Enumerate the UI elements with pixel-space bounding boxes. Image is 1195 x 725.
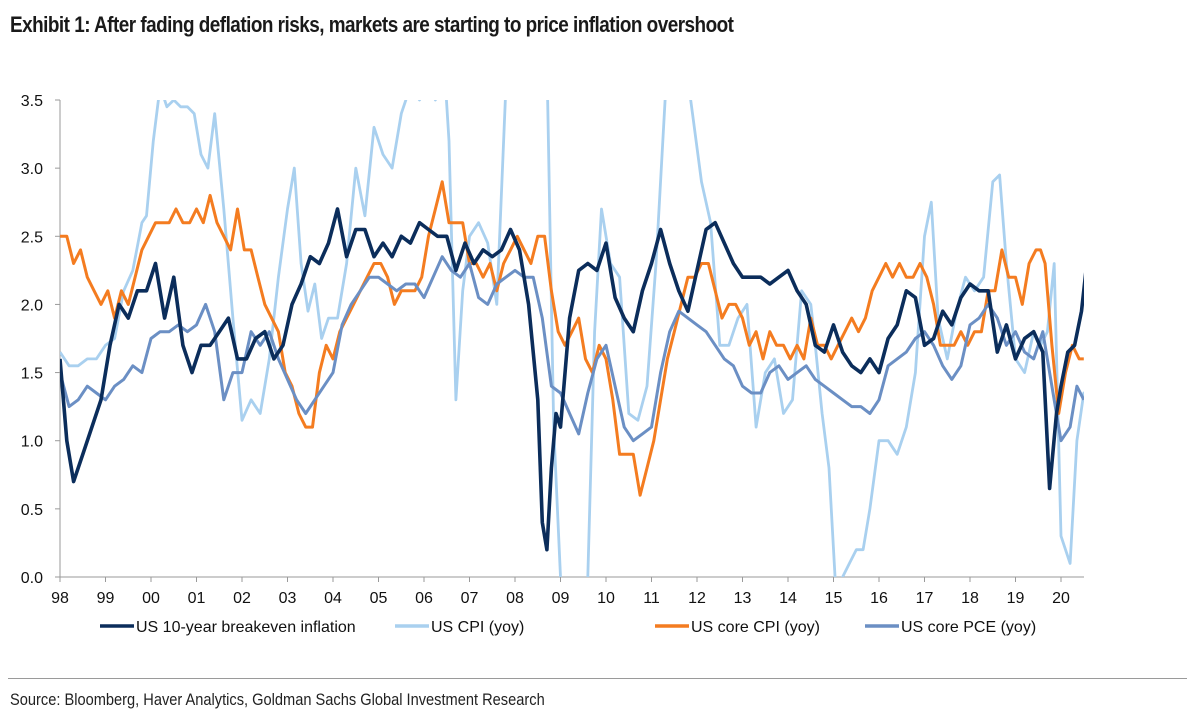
x-tick-label: 08 <box>506 590 524 607</box>
legend-label: US core PCE (yoy) <box>901 619 1036 636</box>
line-chart: 0.0 0.5 1.0 1.5 2.0 2.5 3.0 3.5 98 99 00 01 02 03 04 0… <box>21 93 1084 636</box>
y-tick-label: 0.0 <box>21 570 43 587</box>
x-axis: 98 99 00 01 02 03 04 05 06 07 08 09 10 11 12 13 14 15 16 17… <box>51 576 1084 607</box>
x-tick-label: 09 <box>552 590 570 607</box>
series-line-us-core-pce-yoy <box>60 255 1084 443</box>
x-tick-label: 07 <box>461 590 479 607</box>
x-tick-label: 17 <box>916 590 934 607</box>
series-line-us-10-year-breakeven-inflation <box>60 207 1084 552</box>
x-tick-label: 01 <box>188 590 206 607</box>
legend: US 10-year breakeven inflation US CPI (yo… <box>100 619 1036 636</box>
y-tick-label: 3.5 <box>21 93 43 110</box>
y-tick-label: 1.0 <box>21 434 43 451</box>
x-tick-label: 19 <box>1007 590 1025 607</box>
x-tick-label: 12 <box>688 590 706 607</box>
x-tick-label: 16 <box>870 590 888 607</box>
series-line-us-core-cpi-yoy <box>60 180 1084 497</box>
y-tick-label: 1.5 <box>21 366 43 383</box>
legend-label: US core CPI (yoy) <box>691 619 820 636</box>
x-tick-label: 04 <box>324 590 342 607</box>
x-tick-label: 18 <box>961 590 979 607</box>
y-axis: 0.0 0.5 1.0 1.5 2.0 2.5 3.0 3.5 <box>21 93 61 587</box>
x-tick-label: 98 <box>51 590 69 607</box>
x-tick-label: 02 <box>233 590 251 607</box>
y-tick-label: 3.0 <box>21 161 43 178</box>
y-tick-label: 2.0 <box>21 297 43 314</box>
x-tick-label: 03 <box>279 590 297 607</box>
x-tick-label: 13 <box>734 590 752 607</box>
x-tick-label: 06 <box>415 590 433 607</box>
source-note: Source: Bloomberg, Haver Analytics, Gold… <box>10 690 545 709</box>
legend-label: US CPI (yoy) <box>431 619 524 636</box>
x-tick-label: 00 <box>142 590 160 607</box>
x-tick-label: 14 <box>779 590 797 607</box>
x-tick-label: 05 <box>370 590 388 607</box>
footer-divider <box>8 678 1187 679</box>
chart-title: Exhibit 1: After fading deflation risks,… <box>10 12 734 37</box>
x-tick-label: 15 <box>825 590 843 607</box>
y-tick-label: 0.5 <box>21 502 43 519</box>
legend-label: US 10-year breakeven inflation <box>136 619 356 636</box>
x-tick-label: 10 <box>597 590 615 607</box>
series-layer <box>60 100 1084 577</box>
x-tick-label: 11 <box>643 590 660 607</box>
x-tick-label: 99 <box>97 590 115 607</box>
series-line-us-cpi-yoy <box>60 100 1084 577</box>
x-tick-label: 20 <box>1052 590 1070 607</box>
y-tick-label: 2.5 <box>21 229 43 246</box>
